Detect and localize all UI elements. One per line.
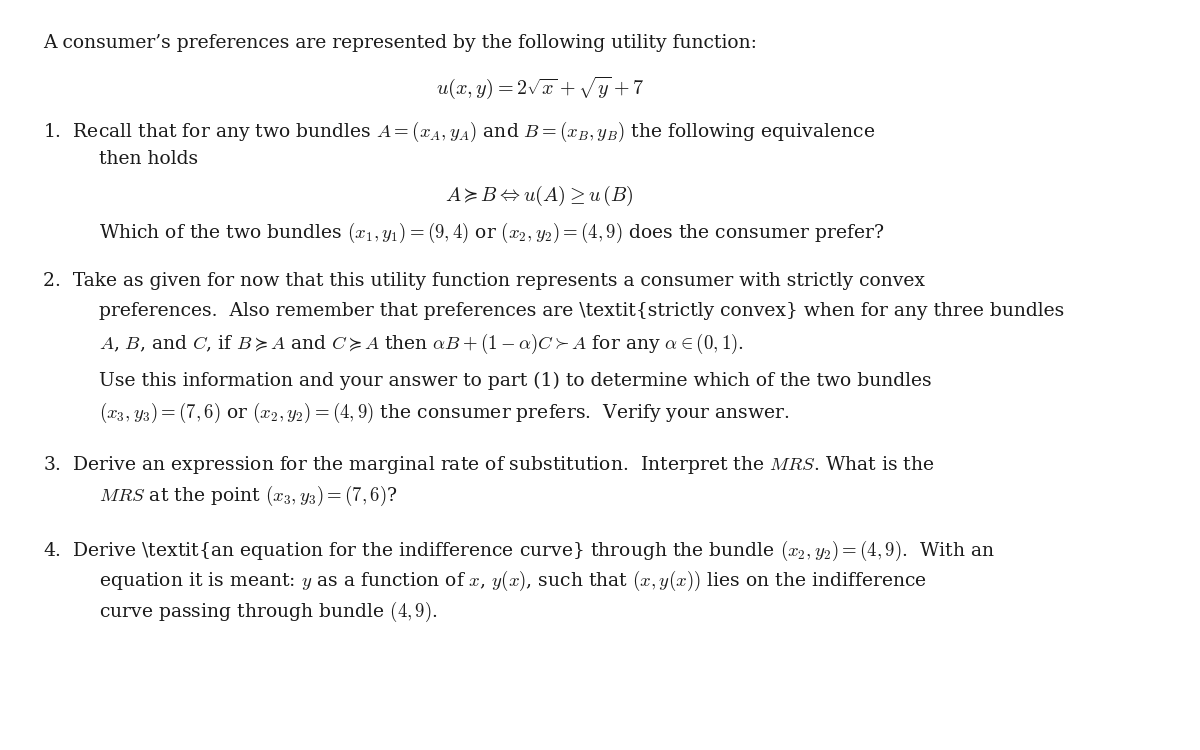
Text: A consumer’s preferences are represented by the following utility function:: A consumer’s preferences are represented… [43,34,757,52]
Text: equation it is meant: $y$ as a function of $x$, $y(x)$, such that $(x, y(x))$ li: equation it is meant: $y$ as a function … [100,568,928,592]
Text: Use this information and your answer to part (1) to determine which of the two b: Use this information and your answer to … [100,371,932,389]
Text: Which of the two bundles $(x_1, y_1) = (9, 4)$ or $(x_2, y_2) = (4, 9)$ does the: Which of the two bundles $(x_1, y_1) = (… [100,221,884,245]
Text: 2.  Take as given for now that this utility function represents a consumer with : 2. Take as given for now that this utili… [43,272,925,290]
Text: then holds: then holds [100,150,198,168]
Text: curve passing through bundle $(4, 9)$.: curve passing through bundle $(4, 9)$. [100,600,438,624]
Text: 4.  Derive \textit{an equation for the indifference curve} through the bundle $(: 4. Derive \textit{an equation for the in… [43,538,995,562]
Text: $A$, $B$, and $C$, if $B \succcurlyeq A$ and $C \succcurlyeq A$ then $\alpha B +: $A$, $B$, and $C$, if $B \succcurlyeq A$… [100,332,744,356]
Text: $(x_3, y_3) = (7, 6)$ or $(x_2, y_2) = (4, 9)$ the consumer prefers.  Verify you: $(x_3, y_3) = (7, 6)$ or $(x_2, y_2) = (… [100,401,790,425]
Text: 1.  Recall that for any two bundles $A = (x_A, y_A)$ and $B = (x_B, y_B)$ the fo: 1. Recall that for any two bundles $A = … [43,120,876,144]
Text: $A \succcurlyeq B \Leftrightarrow u(A) \geq u\,(B)$: $A \succcurlyeq B \Leftrightarrow u(A) \… [445,184,634,208]
Text: 3.  Derive an expression for the marginal rate of substitution.  Interpret the $: 3. Derive an expression for the marginal… [43,454,935,476]
Text: $u(x, y) = 2\sqrt{x} + \sqrt{y} + 7$: $u(x, y) = 2\sqrt{x} + \sqrt{y} + 7$ [436,75,643,101]
Text: $MRS$ at the point $(x_3, y_3) = (7, 6)$?: $MRS$ at the point $(x_3, y_3) = (7, 6)$… [100,484,398,508]
Text: preferences.  Also remember that preferences are \textit{strictly convex} when f: preferences. Also remember that preferen… [100,302,1064,320]
